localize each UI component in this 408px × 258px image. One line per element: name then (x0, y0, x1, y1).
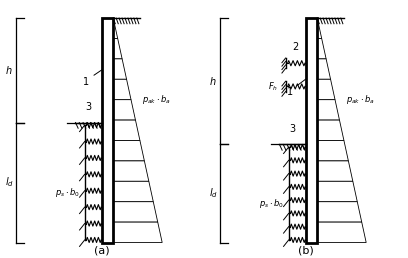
Polygon shape (113, 59, 126, 79)
Text: $2$: $2$ (292, 40, 299, 52)
Text: $l_d$: $l_d$ (4, 176, 14, 189)
Text: $p_s\cdot b_0$: $p_s\cdot b_0$ (259, 197, 284, 210)
Text: $3$: $3$ (85, 100, 93, 112)
Polygon shape (113, 120, 140, 141)
Polygon shape (113, 18, 118, 38)
Polygon shape (317, 181, 357, 202)
Polygon shape (317, 18, 322, 38)
Bar (102, 18, 113, 243)
Polygon shape (113, 100, 135, 120)
Polygon shape (113, 141, 144, 161)
Text: $h$: $h$ (209, 75, 217, 87)
Text: $l_d$: $l_d$ (208, 187, 218, 200)
Polygon shape (113, 222, 162, 243)
Polygon shape (317, 100, 339, 120)
Text: $p_{ak}\cdot b_a$: $p_{ak}\cdot b_a$ (346, 93, 375, 106)
Polygon shape (113, 79, 131, 100)
Polygon shape (317, 222, 366, 243)
Polygon shape (113, 181, 153, 202)
Polygon shape (113, 38, 122, 59)
Text: $1$: $1$ (82, 70, 102, 87)
Text: $p_s\cdot b_0$: $p_s\cdot b_0$ (55, 186, 80, 199)
Text: $F_h$: $F_h$ (268, 80, 278, 93)
Bar (306, 18, 317, 243)
Polygon shape (317, 202, 362, 222)
Text: (b): (b) (298, 245, 314, 255)
Text: (a): (a) (94, 245, 110, 255)
Polygon shape (317, 59, 330, 79)
Polygon shape (317, 79, 335, 100)
Polygon shape (317, 161, 353, 181)
Polygon shape (317, 120, 344, 141)
Text: $h$: $h$ (5, 64, 13, 76)
Text: $p_{ak}\cdot b_a$: $p_{ak}\cdot b_a$ (142, 93, 171, 106)
Polygon shape (113, 202, 158, 222)
Text: $1$: $1$ (286, 79, 306, 98)
Polygon shape (317, 38, 326, 59)
Polygon shape (317, 141, 348, 161)
Polygon shape (113, 161, 149, 181)
Text: $3$: $3$ (289, 122, 297, 134)
